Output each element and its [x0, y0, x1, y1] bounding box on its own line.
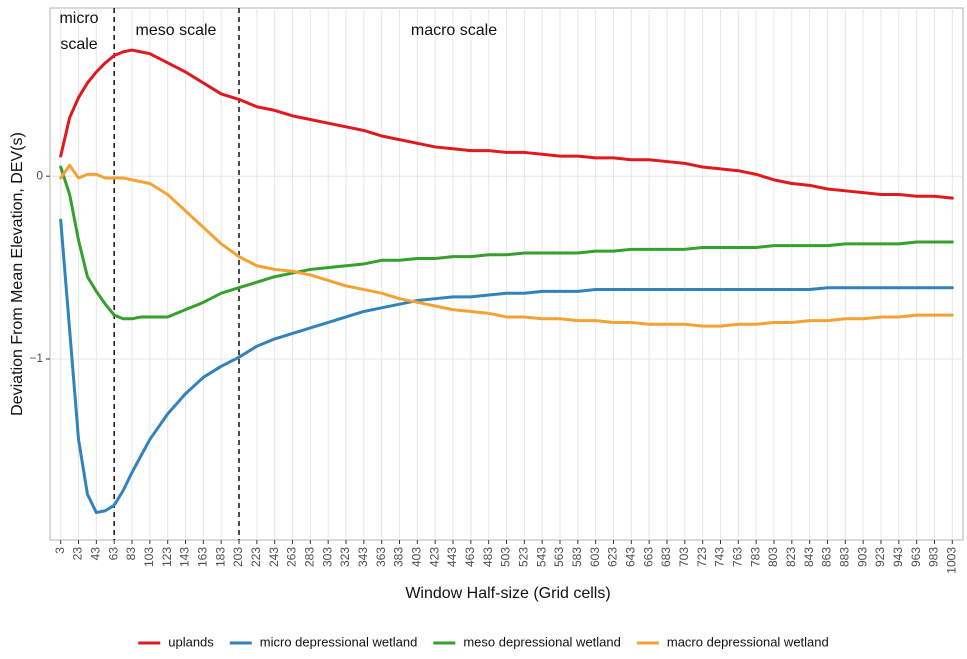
x-tick-label: 963 — [909, 547, 923, 567]
x-tick-label: 683 — [659, 547, 673, 567]
x-tick-label: 383 — [392, 547, 406, 567]
x-tick-label: 3 — [53, 547, 67, 554]
series-line — [59, 48, 954, 200]
x-tick-label: 203 — [231, 547, 245, 567]
x-axis-title: Window Half-size (Grid cells) — [405, 585, 610, 602]
x-tick-label: 443 — [445, 547, 459, 567]
annotation: micro — [59, 10, 98, 27]
grid — [50, 8, 963, 540]
plot-lines — [59, 48, 954, 515]
x-tick-label: 623 — [606, 547, 620, 567]
x-tick-label: 523 — [517, 547, 531, 567]
x-tick-label: 323 — [338, 547, 352, 567]
x-tick-label: 463 — [463, 547, 477, 567]
ticks: −103 23 43 63 83 103 123 143 163 183 203 223 243 263 2… — [29, 168, 958, 573]
x-tick-label: 123 — [160, 547, 174, 567]
x-tick-label: 343 — [356, 547, 370, 567]
x-tick-label: 803 — [766, 547, 780, 567]
annotation: meso scale — [136, 22, 217, 39]
scale-dividers — [113, 8, 240, 540]
x-tick-label: 303 — [320, 547, 334, 567]
x-tick-label: 243 — [267, 547, 281, 567]
x-tick-label: 703 — [677, 547, 691, 567]
x-tick-label: 83 — [124, 547, 138, 561]
series-line — [59, 218, 954, 515]
x-tick-label: 403 — [410, 547, 424, 567]
legend-label: micro depressional wetland — [260, 634, 418, 649]
x-tick-label: 43 — [89, 547, 103, 561]
x-tick-label: 183 — [213, 547, 227, 567]
x-tick-label: 903 — [855, 547, 869, 567]
x-tick-label: 163 — [196, 547, 210, 567]
legend-label: uplands — [168, 634, 214, 649]
annotation: scale — [60, 36, 97, 53]
x-tick-label: 503 — [499, 547, 513, 567]
x-tick-label: 603 — [588, 547, 602, 567]
x-tick-label: 663 — [641, 547, 655, 567]
x-tick-label: 843 — [802, 547, 816, 567]
x-tick-label: 423 — [427, 547, 441, 567]
x-tick-label: 283 — [303, 547, 317, 567]
x-tick-label: 643 — [623, 547, 637, 567]
x-tick-label: 983 — [927, 547, 941, 567]
x-tick-label: 263 — [285, 547, 299, 567]
y-tick-label: −1 — [29, 351, 43, 365]
series-line — [59, 163, 954, 328]
x-tick-label: 143 — [178, 547, 192, 567]
x-tick-label: 863 — [820, 547, 834, 567]
x-tick-label: 1003 — [944, 547, 958, 574]
x-tick-label: 923 — [873, 547, 887, 567]
x-tick-label: 823 — [784, 547, 798, 567]
x-tick-label: 63 — [106, 547, 120, 561]
x-tick-label: 483 — [481, 547, 495, 567]
annotation: macro scale — [411, 22, 497, 39]
legend: uplands micro depressional wetland meso de… — [138, 634, 829, 649]
x-tick-label: 883 — [837, 547, 851, 567]
x-tick-label: 743 — [713, 547, 727, 567]
x-tick-label: 103 — [142, 547, 156, 567]
y-axis-title: Deviation From Mean Elevation, DEV(s) — [9, 132, 26, 416]
x-tick-label: 23 — [71, 547, 85, 561]
series-line — [59, 165, 954, 321]
x-tick-label: 543 — [534, 547, 548, 567]
x-tick-label: 563 — [552, 547, 566, 567]
x-tick-label: 783 — [748, 547, 762, 567]
x-tick-label: 723 — [695, 547, 709, 567]
x-tick-label: 763 — [730, 547, 744, 567]
x-tick-label: 223 — [249, 547, 263, 567]
x-tick-label: 363 — [374, 547, 388, 567]
x-tick-label: 583 — [570, 547, 584, 567]
legend-label: macro depressional wetland — [667, 634, 829, 649]
y-tick-label: 0 — [36, 168, 43, 182]
legend-label: meso depressional wetland — [463, 634, 621, 649]
x-tick-label: 943 — [891, 547, 905, 567]
